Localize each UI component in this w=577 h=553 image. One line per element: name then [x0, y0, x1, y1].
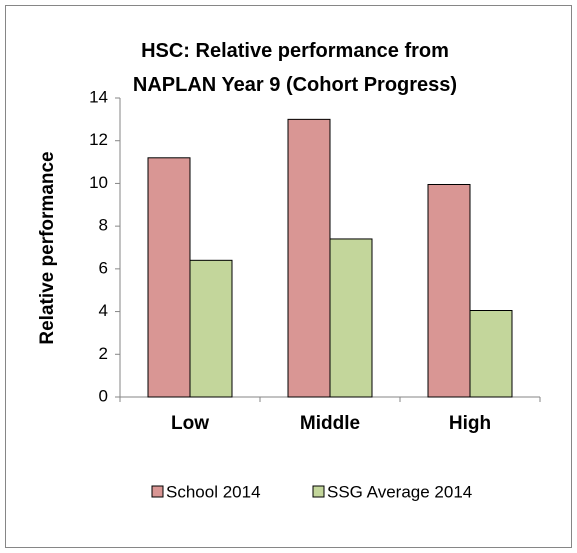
y-axis-label: Relative performance — [37, 151, 58, 344]
legend-swatch — [151, 485, 164, 498]
x-tick-label: High — [449, 413, 491, 434]
y-tick-label: 2 — [99, 344, 108, 363]
bar — [147, 157, 191, 398]
y-tick-label: 10 — [89, 173, 108, 192]
y-tick-label: 4 — [99, 301, 108, 320]
bar — [469, 310, 513, 398]
legend-label: School 2014 — [166, 482, 261, 501]
bar — [189, 259, 233, 398]
x-tick-label: Middle — [300, 413, 360, 434]
y-tick-label: 6 — [99, 258, 108, 277]
legend-label: SSG Average 2014 — [327, 482, 472, 501]
chart-title: HSC: Relative performance from NAPLAN Ye… — [132, 40, 458, 96]
bar — [329, 238, 373, 398]
y-tick-label: 0 — [99, 386, 108, 405]
y-tick-label: 12 — [89, 130, 108, 149]
y-tick-label: 14 — [89, 87, 108, 106]
legend-swatch — [312, 485, 325, 498]
bar — [287, 118, 331, 398]
x-tick-label: Low — [171, 413, 209, 434]
y-tick-label: 8 — [99, 216, 108, 235]
bar — [427, 183, 471, 398]
